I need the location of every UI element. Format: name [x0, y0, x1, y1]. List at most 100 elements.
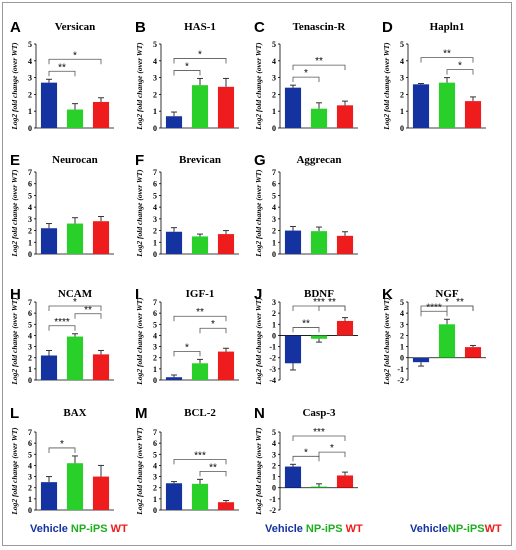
panel-title-j: BDNF — [304, 288, 334, 300]
legend-np-1: NP-iPS — [70, 523, 108, 535]
bar-e-vehicle — [40, 228, 58, 254]
y-tick-label-n-2: 2 — [272, 461, 276, 470]
y-tick-label-f-1: 1 — [153, 238, 157, 247]
y-tick-label-h-6: 6 — [28, 309, 32, 318]
panel-title-n: Casp-3 — [302, 407, 336, 419]
panel-title-m: BCL-2 — [184, 407, 216, 419]
significance-bracket-b-0 — [173, 70, 201, 76]
significance-label-m-0: ** — [209, 462, 217, 473]
panel-title-l: BAX — [63, 407, 86, 419]
y-tick-label-j-3: 3 — [272, 298, 276, 307]
y-tick-label-f-5: 5 — [153, 191, 157, 200]
y-tick-label-d-4: 4 — [400, 57, 404, 66]
significance-label-b-0: * — [185, 61, 189, 72]
panel-title-a: Versican — [55, 21, 96, 33]
significance-bracket-l-0 — [48, 447, 76, 453]
y-tick-label-k--2: -2 — [397, 376, 404, 385]
y-axis-label-h: Log2 fold change (over WT) — [10, 297, 19, 386]
y-tick-label-h-1: 1 — [28, 365, 32, 374]
y-tick-label-i-1: 1 — [153, 365, 157, 374]
significance-label-c-0: * — [304, 68, 308, 79]
significance-label-a-1: * — [73, 50, 77, 61]
y-tick-label-l-3: 3 — [28, 473, 32, 482]
y-tick-label-m-7: 7 — [153, 428, 157, 437]
y-tick-label-c-4: 4 — [272, 57, 276, 66]
bar-i-wt — [217, 351, 235, 380]
y-axis-label-c: Log2 fold change (over WT) — [254, 42, 263, 131]
significance-label-k-1: ** — [456, 297, 464, 308]
y-tick-label-l-5: 5 — [28, 450, 32, 459]
y-axis-label-d: Log2 fold change (over WT) — [382, 42, 391, 131]
y-tick-label-c-5: 5 — [272, 40, 276, 49]
bar-i-vehicle — [165, 377, 183, 380]
y-tick-label-g-2: 2 — [272, 227, 276, 236]
significance-bracket-h-0 — [48, 325, 76, 331]
bar-f-np-ips — [191, 236, 209, 254]
y-tick-label-n-4: 4 — [272, 439, 276, 448]
significance-bracket-i-1 — [199, 327, 227, 334]
bar-a-vehicle — [40, 82, 58, 128]
y-tick-label-e-6: 6 — [28, 180, 32, 189]
y-tick-label-m-1: 1 — [153, 495, 157, 504]
y-axis-label-k: Log2 fold change (over WT) — [382, 297, 391, 386]
legend-group-2: Vehicle NP-iPS WT — [265, 523, 366, 535]
significance-bracket-m-0 — [199, 470, 227, 477]
bar-j-wt — [336, 320, 354, 336]
y-tick-label-b-5: 5 — [153, 40, 157, 49]
y-tick-label-c-3: 3 — [272, 74, 276, 83]
y-tick-label-l-0: 0 — [28, 506, 32, 515]
panel-letter-k: K — [382, 286, 393, 303]
y-tick-label-h-0: 0 — [28, 376, 32, 385]
significance-label-j-0: ** — [302, 318, 310, 329]
significance-bracket-d-0 — [446, 69, 474, 75]
significance-bracket-i-2 — [173, 315, 227, 322]
panel-letter-l: L — [10, 405, 19, 422]
bar-c-vehicle — [284, 87, 302, 128]
y-axis-label-l: Log2 fold change (over WT) — [10, 427, 19, 516]
y-tick-label-d-3: 3 — [400, 74, 404, 83]
y-tick-label-h-2: 2 — [28, 354, 32, 363]
significance-label-k-2: * — [445, 297, 449, 308]
significance-label-k-0: **** — [426, 302, 442, 313]
y-tick-label-b-2: 2 — [153, 90, 157, 99]
significance-label-m-1: *** — [194, 450, 206, 461]
y-tick-label-e-4: 4 — [28, 203, 32, 212]
y-tick-label-n--2: -2 — [269, 506, 276, 515]
legend-group-1: Vehicle NP-iPS WT — [30, 523, 131, 535]
significance-bracket-n-1 — [318, 451, 346, 458]
bar-j-np-ips — [310, 335, 328, 339]
y-axis-label-i: Log2 fold change (over WT) — [135, 297, 144, 386]
y-tick-label-k-3: 3 — [400, 320, 404, 329]
significance-bracket-a-0 — [48, 70, 76, 77]
panel-title-d: Hapln1 — [430, 21, 465, 33]
significance-label-d-0: * — [458, 61, 462, 72]
bar-a-np-ips — [66, 109, 84, 128]
y-axis-label-b: Log2 fold change (over WT) — [135, 42, 144, 131]
y-tick-label-n--1: -1 — [269, 495, 276, 504]
significance-label-h-1: ** — [84, 305, 92, 316]
significance-bracket-b-1 — [173, 58, 227, 64]
y-tick-label-i-7: 7 — [153, 298, 157, 307]
y-tick-label-b-4: 4 — [153, 57, 157, 66]
y-tick-label-i-5: 5 — [153, 320, 157, 329]
panel-letter-d: D — [382, 19, 393, 36]
y-tick-label-a-4: 4 — [28, 57, 32, 66]
y-axis-label-j: Log2 fold change (over WT) — [254, 297, 263, 386]
y-tick-label-c-0: 0 — [272, 124, 276, 133]
y-tick-label-g-5: 5 — [272, 191, 276, 200]
bar-h-vehicle — [40, 355, 58, 380]
y-tick-label-b-1: 1 — [153, 107, 157, 116]
y-tick-label-e-2: 2 — [28, 227, 32, 236]
y-tick-label-j--2: -2 — [269, 354, 276, 363]
y-tick-label-k-2: 2 — [400, 331, 404, 340]
y-tick-label-i-2: 2 — [153, 354, 157, 363]
significance-label-l-0: * — [60, 439, 64, 450]
legend-group-3: VehicleNP-iPSWT — [410, 523, 502, 535]
panel-letter-i: I — [135, 286, 139, 303]
legend-vehicle-3: Vehicle — [410, 523, 448, 535]
y-tick-label-h-5: 5 — [28, 320, 32, 329]
significance-bracket-h-2 — [48, 305, 102, 311]
panel-letter-e: E — [10, 152, 20, 169]
y-tick-label-b-0: 0 — [153, 124, 157, 133]
panel-letter-m: M — [135, 405, 148, 422]
